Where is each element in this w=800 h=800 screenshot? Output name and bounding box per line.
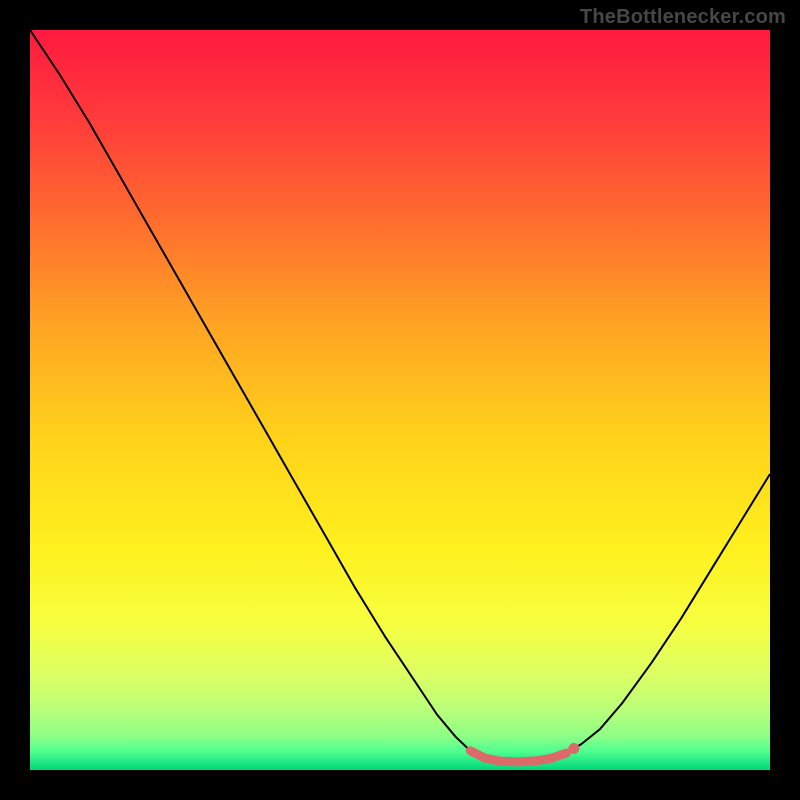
chart-stage: TheBottlenecker.com [0, 0, 800, 800]
highlight-end-dot [568, 743, 579, 754]
bottleneck-chart [30, 30, 770, 770]
watermark: TheBottlenecker.com [580, 6, 786, 29]
chart-svg [30, 30, 770, 770]
